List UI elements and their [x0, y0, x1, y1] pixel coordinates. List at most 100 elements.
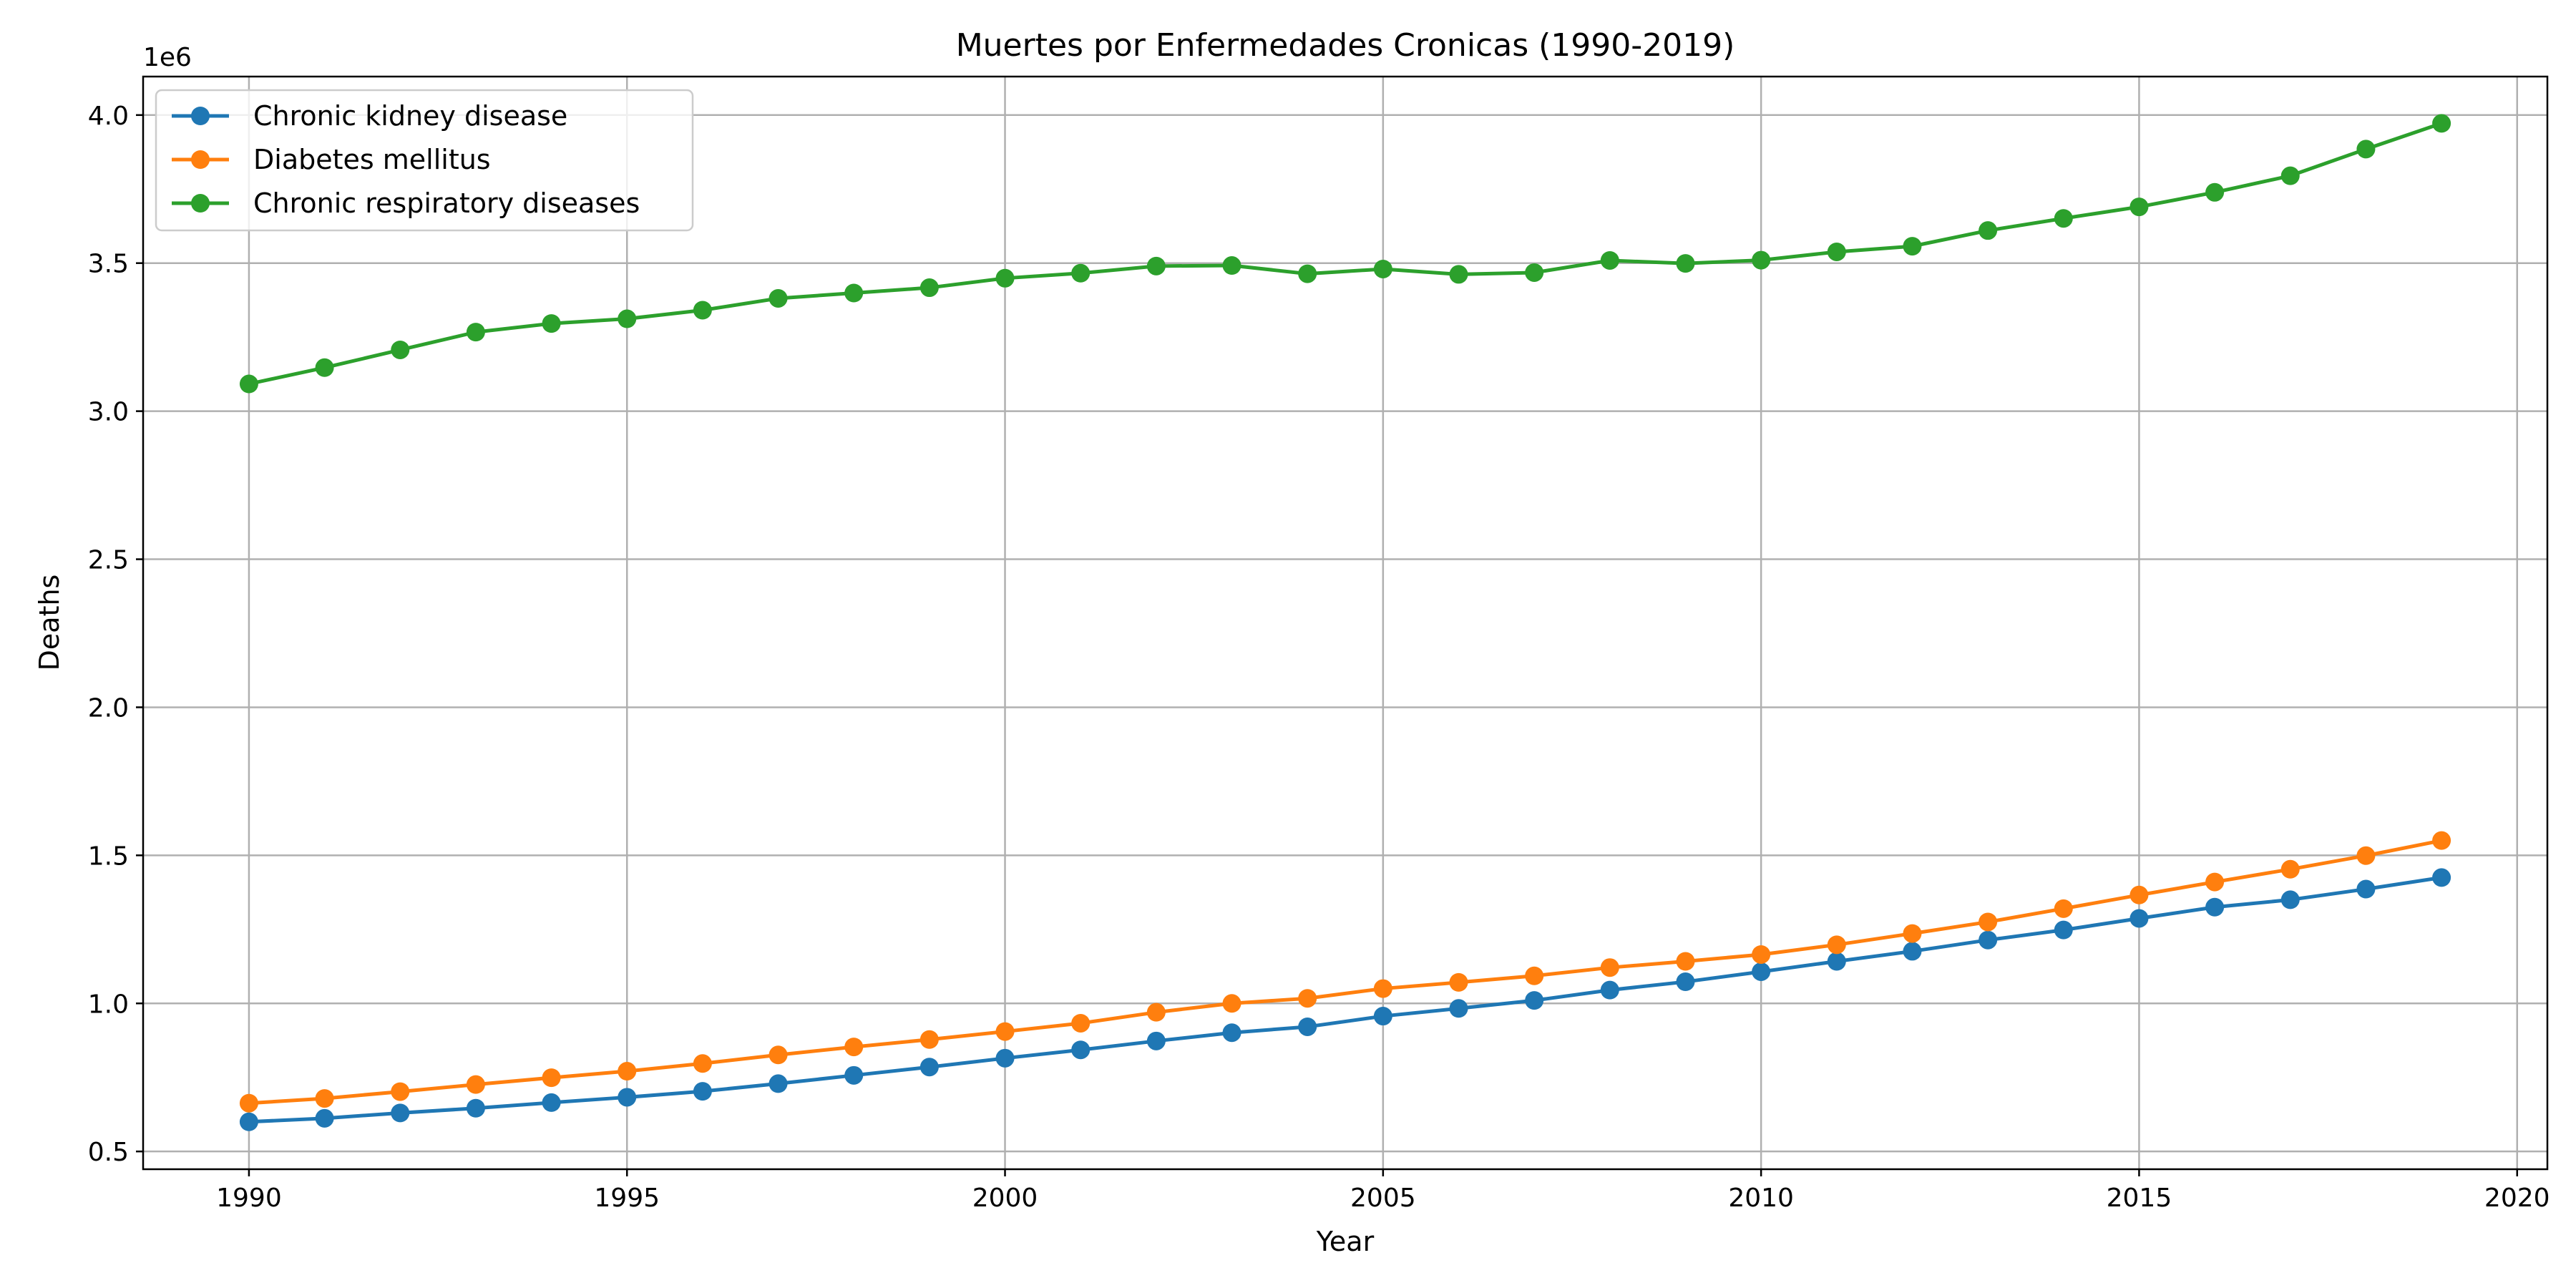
data-point — [2356, 140, 2376, 159]
data-point — [466, 1075, 485, 1094]
data-point — [2054, 209, 2073, 228]
data-point — [995, 1048, 1015, 1068]
data-point — [2432, 114, 2451, 133]
data-point — [1146, 256, 1166, 275]
data-point — [2432, 831, 2451, 850]
data-point — [315, 358, 334, 377]
x-tick-label: 1995 — [594, 1184, 660, 1213]
data-point — [769, 288, 788, 308]
legend-item: Chronic kidney disease — [172, 100, 567, 132]
series-line — [248, 122, 2442, 386]
data-point — [2129, 909, 2149, 928]
x-tick-label: 1990 — [216, 1184, 282, 1213]
data-point — [1298, 989, 1317, 1008]
legend-item: Diabetes mellitus — [172, 144, 491, 175]
data-point — [769, 1045, 788, 1065]
data-point — [693, 1082, 712, 1101]
data-point — [239, 1112, 258, 1131]
data-point — [2280, 859, 2300, 879]
data-point — [1071, 263, 1091, 283]
data-point — [618, 309, 637, 328]
x-tick-label: 2020 — [2484, 1184, 2550, 1213]
data-point — [995, 268, 1015, 288]
data-point — [1373, 1007, 1392, 1026]
axis-ticks: 1990 1995 2000 2005 2010 2015 2020 0.5 1.0 1.5 2.0… — [88, 102, 2550, 1213]
data-point — [239, 374, 258, 394]
data-point — [466, 1098, 485, 1118]
data-point — [618, 1062, 637, 1081]
data-point — [844, 1038, 864, 1057]
data-point — [239, 1093, 258, 1113]
legend-label: Diabetes mellitus — [253, 144, 491, 175]
data-point — [844, 283, 864, 303]
series-line — [248, 875, 2442, 1124]
data-point — [2054, 920, 2073, 940]
y-tick-label: 0.5 — [88, 1138, 129, 1167]
series-diabetes-mellitus — [239, 831, 2451, 1113]
y-axis-label: Deaths — [34, 575, 65, 671]
data-point — [1676, 952, 1695, 971]
data-point — [1903, 942, 1922, 961]
data-point — [1146, 1002, 1166, 1022]
data-point — [2054, 899, 2073, 918]
data-point — [1525, 263, 1544, 282]
data-point — [1600, 980, 1619, 1000]
data-point — [1298, 264, 1317, 283]
data-point — [1600, 958, 1619, 977]
data-point — [844, 1065, 864, 1085]
grid-lines — [143, 77, 2547, 1169]
data-point — [1676, 254, 1695, 273]
data-point — [391, 1082, 410, 1101]
data-point — [1752, 250, 1771, 270]
y-tick-label: 3.5 — [88, 250, 129, 279]
data-point — [391, 1103, 410, 1123]
data-point — [1979, 912, 1998, 932]
x-tick-label: 2000 — [972, 1184, 1038, 1213]
data-point — [1979, 930, 1998, 950]
y-tick-label: 4.0 — [88, 102, 129, 131]
data-point — [1600, 250, 1619, 270]
data-point — [1449, 999, 1468, 1018]
data-point — [1071, 1013, 1091, 1033]
x-tick-label: 2010 — [1728, 1184, 1794, 1213]
data-point — [1752, 945, 1771, 964]
data-point — [1676, 972, 1695, 992]
data-point — [1903, 924, 1922, 943]
data-point — [2129, 197, 2149, 217]
data-point — [1525, 966, 1544, 985]
data-point — [1525, 991, 1544, 1010]
legend-label: Chronic respiratory diseases — [253, 187, 640, 219]
y-tick-label: 2.0 — [88, 693, 129, 723]
legend-frame — [155, 89, 694, 232]
y-tick-label: 1.5 — [88, 841, 129, 871]
legend-item: Chronic respiratory diseases — [172, 187, 640, 219]
series-chronic-respiratory-diseases — [239, 114, 2451, 394]
legend-label: Chronic kidney disease — [253, 100, 567, 132]
data-point — [995, 1022, 1015, 1041]
data-point — [2205, 897, 2225, 917]
data-point — [1222, 256, 1241, 275]
data-point — [315, 1108, 334, 1128]
series-chronic-kidney-disease — [239, 868, 2451, 1131]
data-point — [1373, 979, 1392, 998]
data-point — [1752, 962, 1771, 981]
data-point — [1449, 265, 1468, 284]
data-point — [2432, 868, 2451, 887]
data-point — [2205, 182, 2225, 202]
data-point — [315, 1089, 334, 1108]
data-point — [693, 301, 712, 320]
y-tick-label: 3.0 — [88, 398, 129, 427]
data-point — [1903, 237, 1922, 256]
series-layer — [239, 114, 2451, 1131]
data-point — [542, 314, 561, 333]
data-point — [618, 1088, 637, 1107]
x-tick-label: 2015 — [2107, 1184, 2172, 1213]
data-point — [542, 1093, 561, 1112]
data-point — [1071, 1040, 1091, 1060]
x-axis-label: Year — [1316, 1226, 1375, 1257]
data-point — [1146, 1031, 1166, 1050]
data-point — [1373, 259, 1392, 278]
data-point — [2356, 846, 2376, 865]
data-point — [2129, 885, 2149, 904]
